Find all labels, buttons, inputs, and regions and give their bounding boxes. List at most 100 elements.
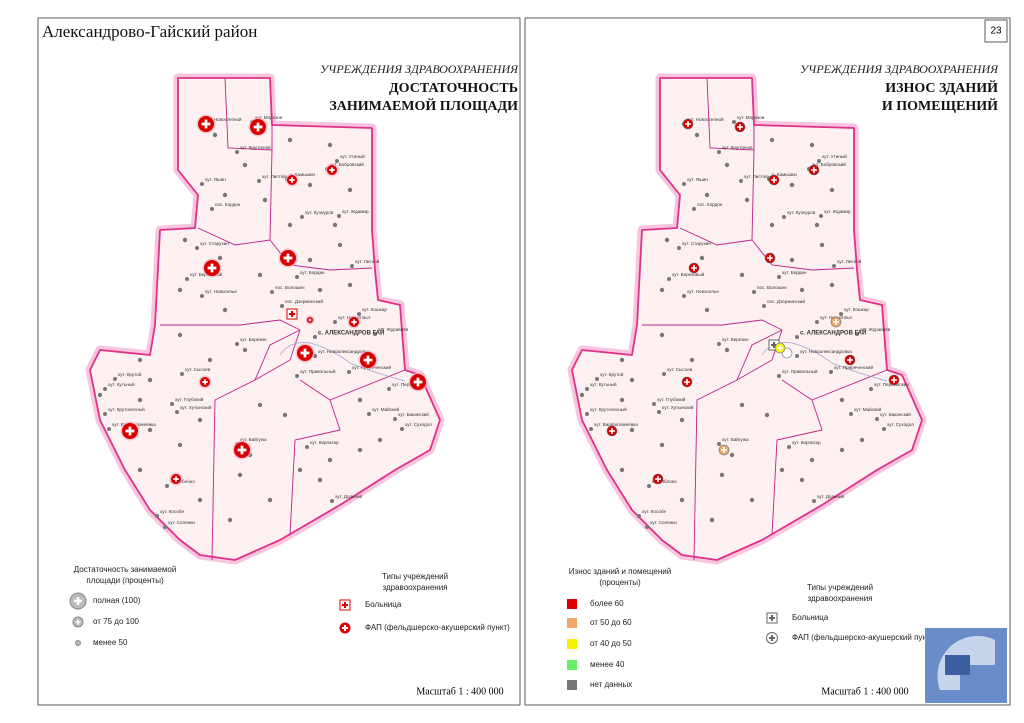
legend-label: от 50 до 60: [590, 618, 632, 627]
settlement: [619, 467, 625, 473]
place-label: хут. Бордин: [782, 270, 807, 275]
municipal-border: [736, 329, 783, 381]
settlement: [287, 137, 293, 143]
settlement: [347, 187, 353, 193]
place-label: хут. Новостепной: [205, 116, 242, 122]
settlement: [357, 447, 363, 453]
place-label: хут. Привольный: [300, 368, 336, 374]
settlement: [300, 215, 304, 219]
settlement: [637, 514, 641, 518]
cross: [655, 476, 661, 482]
settlement: [814, 222, 820, 228]
place-label: хут. Кругленов: [240, 145, 271, 150]
settlement: [795, 335, 799, 339]
place-label: хут. Ждамир: [342, 209, 369, 214]
settlement: [744, 197, 750, 203]
place-label: хут. Привольный: [782, 368, 818, 374]
settlement: [282, 412, 288, 418]
settlement: [704, 192, 710, 198]
settlement: [357, 397, 363, 403]
settlement: [367, 412, 371, 416]
place-label: хут. Хутынский: [180, 404, 212, 410]
settlement: [147, 377, 153, 383]
settlement: [764, 412, 770, 418]
legend-label: от 75 до 100: [93, 617, 140, 626]
settlement: [207, 357, 213, 363]
cross: [721, 447, 727, 453]
municipal-border: [706, 77, 755, 151]
place-label: хут. Кособе: [160, 509, 184, 514]
settlement: [619, 357, 625, 363]
legend-label: нет данных: [590, 680, 632, 689]
settlement: [647, 484, 651, 488]
legend-label: полная (100): [93, 596, 141, 605]
place-label: хут. Старухин: [682, 241, 711, 246]
settlement: [347, 370, 351, 374]
place-label: хут. Приреченский: [834, 364, 873, 370]
settlement: [350, 264, 354, 268]
place-label: хут. Варфоломеевка: [594, 422, 638, 427]
maps: хут. Новостепной хут. Морозов хут. Круглен…: [85, 73, 927, 565]
place-label: хут. Крутолесный: [590, 406, 627, 412]
cross: [771, 177, 777, 183]
settlement: [330, 499, 334, 503]
settlement: [699, 255, 705, 261]
municipal-border: [751, 149, 855, 271]
settlement: [589, 427, 593, 431]
place-label: хут. Журавлёв: [860, 327, 891, 332]
place-label: хут. Березин: [240, 337, 267, 342]
types-title: здравоохранения: [807, 594, 872, 603]
settlement: [165, 484, 169, 488]
settlement: [729, 452, 735, 458]
place-label: с. АЛЕКСАНДРОВ ГАЙ: [800, 329, 866, 337]
place-label: хут. Дольний: [335, 493, 363, 499]
place-label: хут. Бордин: [300, 270, 325, 275]
cross: [202, 379, 208, 385]
legend-title: (проценты): [599, 578, 641, 587]
settlement: [175, 410, 179, 414]
place-label: с. Камышки: [772, 172, 797, 177]
settlement: [182, 237, 188, 243]
place-label: хут. Бобровский: [812, 161, 846, 167]
municipal-border: [289, 379, 341, 536]
cross: [289, 177, 295, 183]
settlement: [347, 282, 353, 288]
place-label: хут. Березовый: [672, 271, 705, 277]
settlement: [732, 120, 736, 124]
cross: [811, 167, 817, 173]
place-label: с. АЛЕКСАНДРОВ ГАЙ: [318, 329, 384, 337]
settlement: [195, 246, 199, 250]
settlement: [107, 427, 111, 431]
cross: [691, 265, 697, 271]
map-title: И ПОМЕЩЕНИЙ: [882, 97, 998, 114]
settlement: [270, 290, 274, 294]
settlement: [177, 442, 183, 448]
place-label: хут. Кошкар: [362, 307, 387, 312]
place-label: хут. Бакинский: [398, 411, 429, 417]
settlement: [682, 182, 686, 186]
settlement: [815, 320, 819, 324]
hospital-symbol: [339, 599, 351, 611]
settlement: [817, 159, 821, 163]
settlement: [237, 472, 243, 478]
place-label: хут. Кирпатар: [792, 440, 821, 445]
settlement: [280, 304, 284, 308]
settlement: [147, 427, 153, 433]
place-label: пос. Дзержинский: [285, 298, 323, 304]
settlement: [185, 277, 189, 281]
settlement: [652, 402, 656, 406]
place-label: хут. Кутьный: [590, 381, 617, 387]
settlement: [387, 387, 391, 391]
settlement: [307, 182, 313, 188]
settlement: [212, 132, 218, 138]
settlement: [809, 142, 815, 148]
settlement: [855, 332, 859, 336]
legend-label: менее 40: [590, 660, 625, 669]
settlement: [585, 412, 589, 416]
settlement: [659, 287, 665, 293]
settlement: [667, 277, 671, 281]
legend-label: менее 50: [93, 638, 128, 647]
settlement: [400, 427, 404, 431]
cross: [891, 377, 897, 383]
place-label: хут. Глубокий: [175, 396, 204, 402]
